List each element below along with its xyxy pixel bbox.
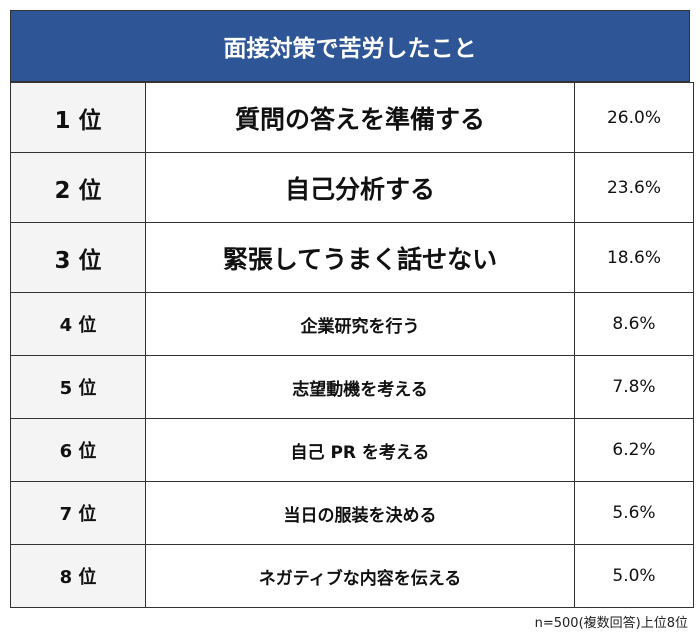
rank-cell: 5 位: [10, 355, 146, 419]
table-row: 6 位自己 PR を考える 6.2%: [10, 418, 694, 482]
table-row: 1 位質問の答えを準備する 26.0%: [10, 82, 694, 153]
rank-cell: 7 位: [10, 481, 146, 545]
percent-cell: 8.6%: [574, 292, 694, 356]
percent-cell: 6.2%: [574, 418, 694, 482]
percent-cell: 18.6%: [574, 222, 694, 293]
item-cell: ネガティブな内容を伝える: [145, 544, 575, 608]
rank-cell: 2 位: [10, 152, 146, 223]
ranking-table: 1 位質問の答えを準備する 26.0% 2 位自己分析する 23.6% 3 位緊張してう…: [10, 82, 694, 608]
footnote: n=500(複数回答)上位8位: [534, 616, 688, 631]
item-cell: 志望動機を考える: [145, 355, 575, 419]
table-row: 7 位当日の服装を決める 5.6%: [10, 481, 694, 545]
percent-cell: 5.0%: [574, 544, 694, 608]
rank-cell: 8 位: [10, 544, 146, 608]
rank-cell: 3 位: [10, 222, 146, 293]
percent-cell: 26.0%: [574, 82, 694, 153]
percent-cell: 7.8%: [574, 355, 694, 419]
rank-cell: 1 位: [10, 82, 146, 153]
item-cell: 当日の服装を決める: [145, 481, 575, 545]
table-row: 8 位ネガティブな内容を伝える 5.0%: [10, 544, 694, 608]
item-cell: 自己 PR を考える: [145, 418, 575, 482]
item-cell: 緊張してうまく話せない: [145, 222, 575, 293]
item-cell: 自己分析する: [145, 152, 575, 223]
item-cell: 質問の答えを準備する: [145, 82, 575, 153]
percent-cell: 5.6%: [574, 481, 694, 545]
table-row: 5 位志望動機を考える 7.8%: [10, 355, 694, 419]
table-row: 3 位緊張してうまく話せない 18.6%: [10, 222, 694, 293]
table-row: 2 位自己分析する 23.6%: [10, 152, 694, 223]
rank-cell: 4 位: [10, 292, 146, 356]
table-title: 面接対策で苦労したこと: [10, 10, 690, 82]
ranking: 面接対策で苦労したこと 1 位質問の答えを準備する 26.0% 2 位自己分析する 2…: [10, 10, 694, 608]
item-cell: 企業研究を行う: [145, 292, 575, 356]
table-row: 4 位企業研究を行う 8.6%: [10, 292, 694, 356]
percent-cell: 23.6%: [574, 152, 694, 223]
rank-cell: 6 位: [10, 418, 146, 482]
